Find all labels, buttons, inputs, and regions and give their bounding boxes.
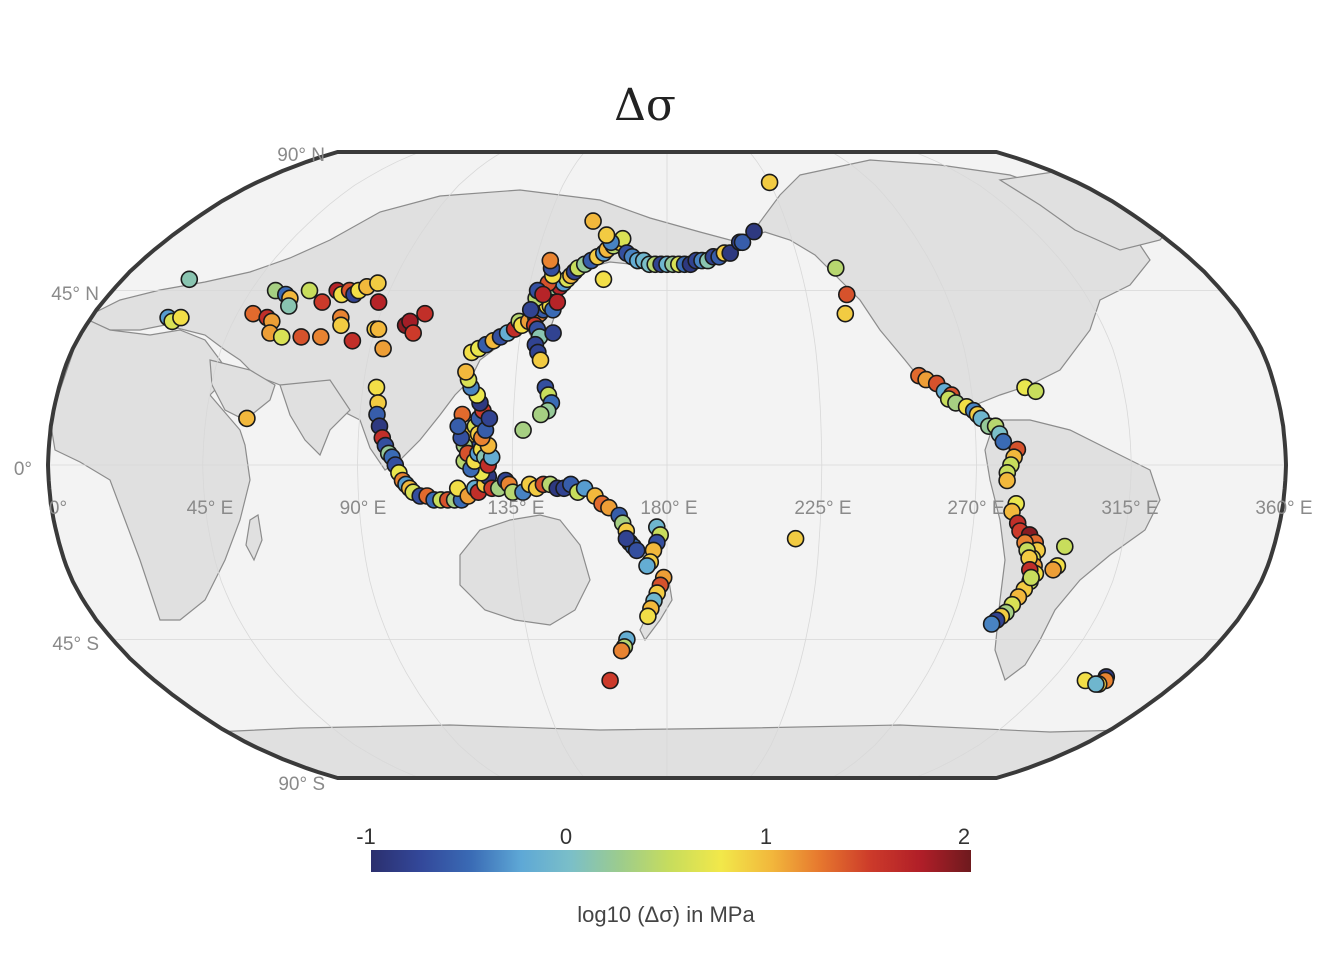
earthquake-point [534, 285, 552, 304]
earthquake-point [617, 529, 636, 548]
lat-label-90n: 90° N [277, 145, 325, 166]
lon-label-360e: 360° E [1255, 498, 1312, 519]
colorbar-gradient [371, 850, 971, 872]
landmass-antarctica [48, 724, 1286, 778]
earthquake-point [733, 233, 752, 252]
earthquake-point [514, 421, 532, 439]
earthquake-point [272, 328, 291, 346]
earthquake-point [180, 270, 199, 289]
earthquake-point [457, 363, 475, 381]
lon-label-270e: 270° E [947, 498, 1004, 519]
earthquake-point [531, 351, 550, 370]
earthquake-point [1022, 568, 1040, 587]
earthquake-point [837, 285, 856, 304]
lon-label-45e: 45° E [187, 498, 234, 519]
lat-label-45n: 45° N [51, 284, 99, 305]
earthquake-point [1087, 675, 1105, 693]
earthquake-point [627, 541, 646, 560]
earthquake-point [998, 471, 1016, 490]
earthquake-point [172, 308, 190, 327]
colorbar-tick-0: 0 [560, 824, 572, 849]
earthquake-point [374, 339, 392, 358]
map-title: Δσ [614, 80, 676, 131]
earthquake-point [601, 671, 619, 690]
longitude-labels: 0° 45° E 90° E 135° E 180° E 225° E 270°… [49, 498, 1313, 519]
earthquake-point [404, 324, 423, 342]
earthquake-point [826, 259, 845, 277]
earthquake-point [311, 328, 330, 346]
earthquake-point [760, 173, 779, 192]
earthquake-point [416, 304, 434, 323]
earthquake-point [584, 212, 602, 230]
landmass-india [279, 379, 351, 457]
earthquake-point [639, 607, 657, 626]
earthquake-point [238, 409, 256, 428]
lat-label-0: 0° [14, 459, 32, 480]
colorbar-tick-neg1: -1 [356, 824, 376, 849]
earthquake-point [449, 417, 468, 436]
latitude-labels: 90° N 45° N 0° 45° S 90° S [14, 145, 325, 795]
earthquake-point [279, 297, 298, 315]
colorbar-tick-1: 1 [760, 824, 772, 849]
earthquake-point [367, 378, 386, 397]
graticule [48, 152, 1286, 778]
earthquake-point [313, 293, 332, 311]
lon-label-315e: 315° E [1101, 498, 1158, 519]
lon-label-90e: 90° E [340, 498, 387, 519]
colorbar-tick-2: 2 [958, 824, 970, 849]
colorbar-label: log10 (Δσ) in MPa [577, 902, 755, 927]
earthquake-point [836, 304, 855, 323]
landmass-arabia [209, 359, 276, 421]
earthquake-point [594, 270, 613, 289]
earthquake-point [544, 324, 562, 342]
landmass-australia [459, 514, 591, 626]
earthquake-points [159, 173, 1116, 693]
map-frame [45, 150, 1289, 780]
earthquake-point [332, 316, 350, 335]
landmass-madagascar [245, 514, 263, 562]
lon-label-0: 0° [49, 498, 67, 519]
earthquake-point [343, 331, 362, 350]
landmass-africa [49, 317, 251, 621]
earthquake-point [612, 641, 631, 660]
earthquake-point [638, 557, 656, 575]
earthquake-point [521, 300, 540, 319]
earthquake-point [1056, 537, 1074, 556]
earthquake-point [369, 293, 388, 311]
earthquake-point [369, 274, 387, 292]
earthquake-point [982, 615, 1001, 633]
lon-label-135e: 135° E [487, 498, 544, 519]
lat-label-45s: 45° S [52, 634, 99, 655]
earthquake-point [369, 320, 388, 339]
earthquake-point [994, 432, 1013, 451]
earthquake-point [597, 226, 616, 244]
earthquake-point [548, 293, 567, 311]
earthquake-point [541, 251, 560, 270]
earthquake-point [1044, 560, 1062, 579]
earthquake-point [531, 405, 550, 424]
earthquake-point [292, 328, 311, 346]
earthquake-point [300, 281, 319, 300]
earthquake-point [745, 222, 763, 241]
lon-label-225e: 225° E [794, 498, 851, 519]
earthquake-point [480, 409, 499, 428]
earthquake-point [786, 529, 805, 548]
lon-label-180e: 180° E [640, 498, 697, 519]
colorbar: -1 0 1 2 log10 (Δσ) in MPa [356, 824, 971, 927]
lat-label-90s: 90° S [278, 774, 325, 795]
earthquake-point [1027, 382, 1045, 401]
